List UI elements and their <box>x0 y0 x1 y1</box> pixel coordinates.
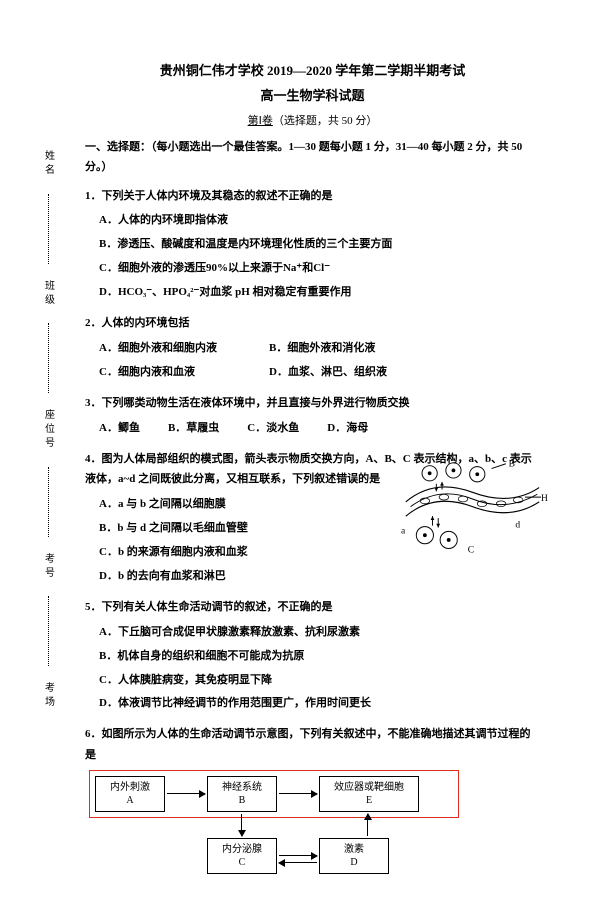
q6-arrow-dc <box>279 862 317 863</box>
q5-option-a: A．下丘脑可合成促甲状腺激素释放激素、抗利尿激素 <box>85 622 540 643</box>
q4-option-c: C．b 的来源有细胞内液和血浆 <box>85 542 365 563</box>
q1-option-c: C．细胞外液的渗透压90%以上来源于Na⁺和Cl⁻ <box>85 258 540 279</box>
q1-stem: 1．下列关于人体内环境及其稳态的叙述不正确的是 <box>85 186 540 207</box>
q2-row2: C．细胞内液和血液 D．血浆、淋巴、组织液 <box>85 362 540 383</box>
q6-box-e-l1: 效应器或靶细胞 <box>334 782 404 793</box>
q6-arrow-ab <box>167 793 205 794</box>
q3-stem: 3．下列哪类动物生活在液体环境中，并且直接与外界进行物质交换 <box>85 393 540 414</box>
q5-option-d: D．体液调节比神经调节的作用范围更广，作用时间更长 <box>85 693 540 714</box>
q2-option-a: A．细胞外液和细胞内液 <box>99 338 269 359</box>
q3-options: A．鲫鱼 B．草履虫 C．淡水鱼 D．海母 <box>85 418 540 439</box>
q3-option-c: C．淡水鱼 <box>247 418 299 439</box>
q6-arrow-be <box>279 793 317 794</box>
q4-fig-label-a: a <box>401 526 406 536</box>
q4-fig-label-d: d <box>515 520 520 530</box>
q6-box-a-l2: A <box>126 795 133 806</box>
q3-option-b: B．草履虫 <box>168 418 219 439</box>
q6-box-c-l2: C <box>239 857 246 868</box>
q4-option-a: A．a 与 b 之间隔以细胞膜 <box>85 494 365 515</box>
question-4: 4．图为人体局部组织的模式图，箭头表示物质交换方向，A、B、C 表示结构，a、b… <box>85 449 540 587</box>
question-2: 2．人体的内环境包括 A．细胞外液和细胞内液 B．细胞外液和消化液 C．细胞内液… <box>85 313 540 383</box>
q6-box-c-l1: 内分泌腺 <box>222 844 262 855</box>
q1-option-a: A．人体的内环境即指体液 <box>85 210 540 231</box>
section-name: 第Ⅰ卷 <box>248 115 273 127</box>
q4-fig-label-c: C <box>468 545 474 555</box>
q2-row1: A．细胞外液和细胞内液 B．细胞外液和消化液 <box>85 338 540 359</box>
q6-box-a: 内外刺激 A <box>95 776 165 812</box>
q6-box-e: 效应器或靶细胞 E <box>319 776 419 812</box>
q3-option-a: A．鲫鱼 <box>99 418 140 439</box>
section-label: 第Ⅰ卷（选择题，共 50 分） <box>85 112 540 128</box>
q4-figure: B H a C d <box>395 459 550 559</box>
q6-box-d-l1: 激素 <box>344 844 364 855</box>
q5-option-b: B．机体自身的组织和细胞不可能成为抗原 <box>85 646 540 667</box>
page-content: 贵州铜仁伟才学校 2019—2020 学年第二学期半期考试 高一生物学科试题 第… <box>0 0 595 924</box>
q4-fig-label-b: B <box>509 459 515 469</box>
q4-option-d: D．b 的去向有血浆和淋巴 <box>85 566 365 587</box>
exam-title: 贵州铜仁伟才学校 2019—2020 学年第二学期半期考试 <box>85 60 540 79</box>
q6-box-d: 激素 D <box>319 838 389 874</box>
q2-option-c: C．细胞内液和血液 <box>99 362 269 383</box>
q6-arrow-bc <box>241 814 242 836</box>
q1-option-d: D．HCO₃⁻、HPO₄²⁻对血浆 pH 相对稳定有重要作用 <box>85 282 540 303</box>
section-note: （选择题，共 50 分） <box>273 115 378 127</box>
q6-box-d-l2: D <box>350 857 357 868</box>
q6-arrow-de <box>367 814 368 836</box>
question-3: 3．下列哪类动物生活在液体环境中，并且直接与外界进行物质交换 A．鲫鱼 B．草履… <box>85 393 540 439</box>
q6-box-b-l1: 神经系统 <box>222 782 262 793</box>
q6-stem: 6．如图所示为人体的生命活动调节示意图，下列有关叙述中，不能准确地描述其调节过程… <box>85 724 540 766</box>
q2-stem: 2．人体的内环境包括 <box>85 313 540 334</box>
q1-option-b: B．渗透压、酸碱度和温度是内环境理化性质的三个主要方面 <box>85 234 540 255</box>
question-1: 1．下列关于人体内环境及其稳态的叙述不正确的是 A．人体的内环境即指体液 B．渗… <box>85 186 540 303</box>
question-5: 5．下列有关人体生命活动调节的叙述，不正确的是 A．下丘脑可合成促甲状腺激素释放… <box>85 597 540 714</box>
exam-subtitle: 高一生物学科试题 <box>85 85 540 104</box>
question-6: 6．如图所示为人体的生命活动调节示意图，下列有关叙述中，不能准确地描述其调节过程… <box>85 724 540 884</box>
q6-box-a-l1: 内外刺激 <box>110 782 150 793</box>
q4-option-b: B．b 与 d 之间隔以毛细血管壁 <box>85 518 365 539</box>
q6-box-b: 神经系统 B <box>207 776 277 812</box>
q6-box-b-l2: B <box>239 795 246 806</box>
q6-box-c: 内分泌腺 C <box>207 838 277 874</box>
q6-arrow-cd <box>279 855 317 856</box>
q6-box-e-l2: E <box>366 795 372 806</box>
q2-option-d: D．血浆、淋巴、组织液 <box>269 362 387 383</box>
q4-fig-label-h: H <box>541 493 548 503</box>
q3-option-d: D．海母 <box>327 418 368 439</box>
instruction-text: 一、选择题：（每小题选出一个最佳答案。1—30 题每小题 1 分，31—40 每… <box>85 138 540 178</box>
q6-diagram: 内外刺激 A 神经系统 B 效应器或靶细胞 E 内分泌腺 C 激素 D <box>95 774 475 884</box>
q5-stem: 5．下列有关人体生命活动调节的叙述，不正确的是 <box>85 597 540 618</box>
q5-option-c: C．人体胰脏病变，其免疫明显下降 <box>85 670 540 691</box>
q2-option-b: B．细胞外液和消化液 <box>269 338 375 359</box>
